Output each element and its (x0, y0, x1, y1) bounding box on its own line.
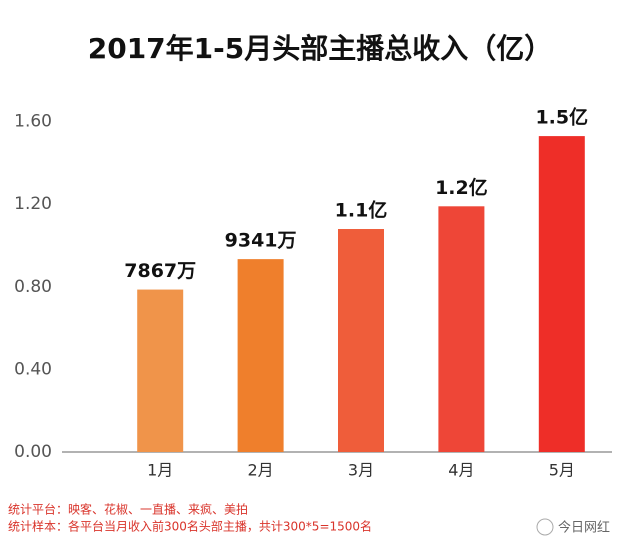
x-tick-label: 1月 (147, 461, 173, 480)
bar (338, 229, 384, 452)
x-tick-label: 3月 (348, 461, 374, 480)
note: 统计平台：映客、花椒、一直播、来疯、美拍 (8, 502, 248, 517)
bar (438, 206, 485, 452)
bar (538, 136, 585, 452)
bar (237, 259, 284, 452)
x-tick-label: 4月 (448, 461, 474, 480)
y-tick-label: 0.40 (14, 359, 52, 379)
bar (137, 289, 184, 452)
y-tick-label: 0.80 (14, 277, 52, 297)
value-label: 7867万 (124, 260, 196, 282)
x-tick-label: 2月 (248, 461, 274, 480)
y-tick-label: 1.60 (14, 112, 52, 132)
logo: 今日网红 (558, 520, 610, 536)
y-tick-label: 0.00 (14, 442, 52, 462)
x-tick-label: 5月 (549, 461, 575, 480)
logo-icon (536, 518, 554, 536)
chart-title: 2017年1-5月头部主播总收入（亿） (88, 32, 553, 65)
value-label: 1.1亿 (335, 199, 388, 222)
value-label: 1.2亿 (435, 176, 488, 199)
value-label: 1.5亿 (535, 106, 588, 129)
y-tick-label: 1.20 (14, 194, 52, 214)
value-label: 9341万 (225, 230, 297, 252)
note: 统计样本：各平台当月收入前300名头部主播，共计300*5=1500名 (8, 519, 372, 534)
